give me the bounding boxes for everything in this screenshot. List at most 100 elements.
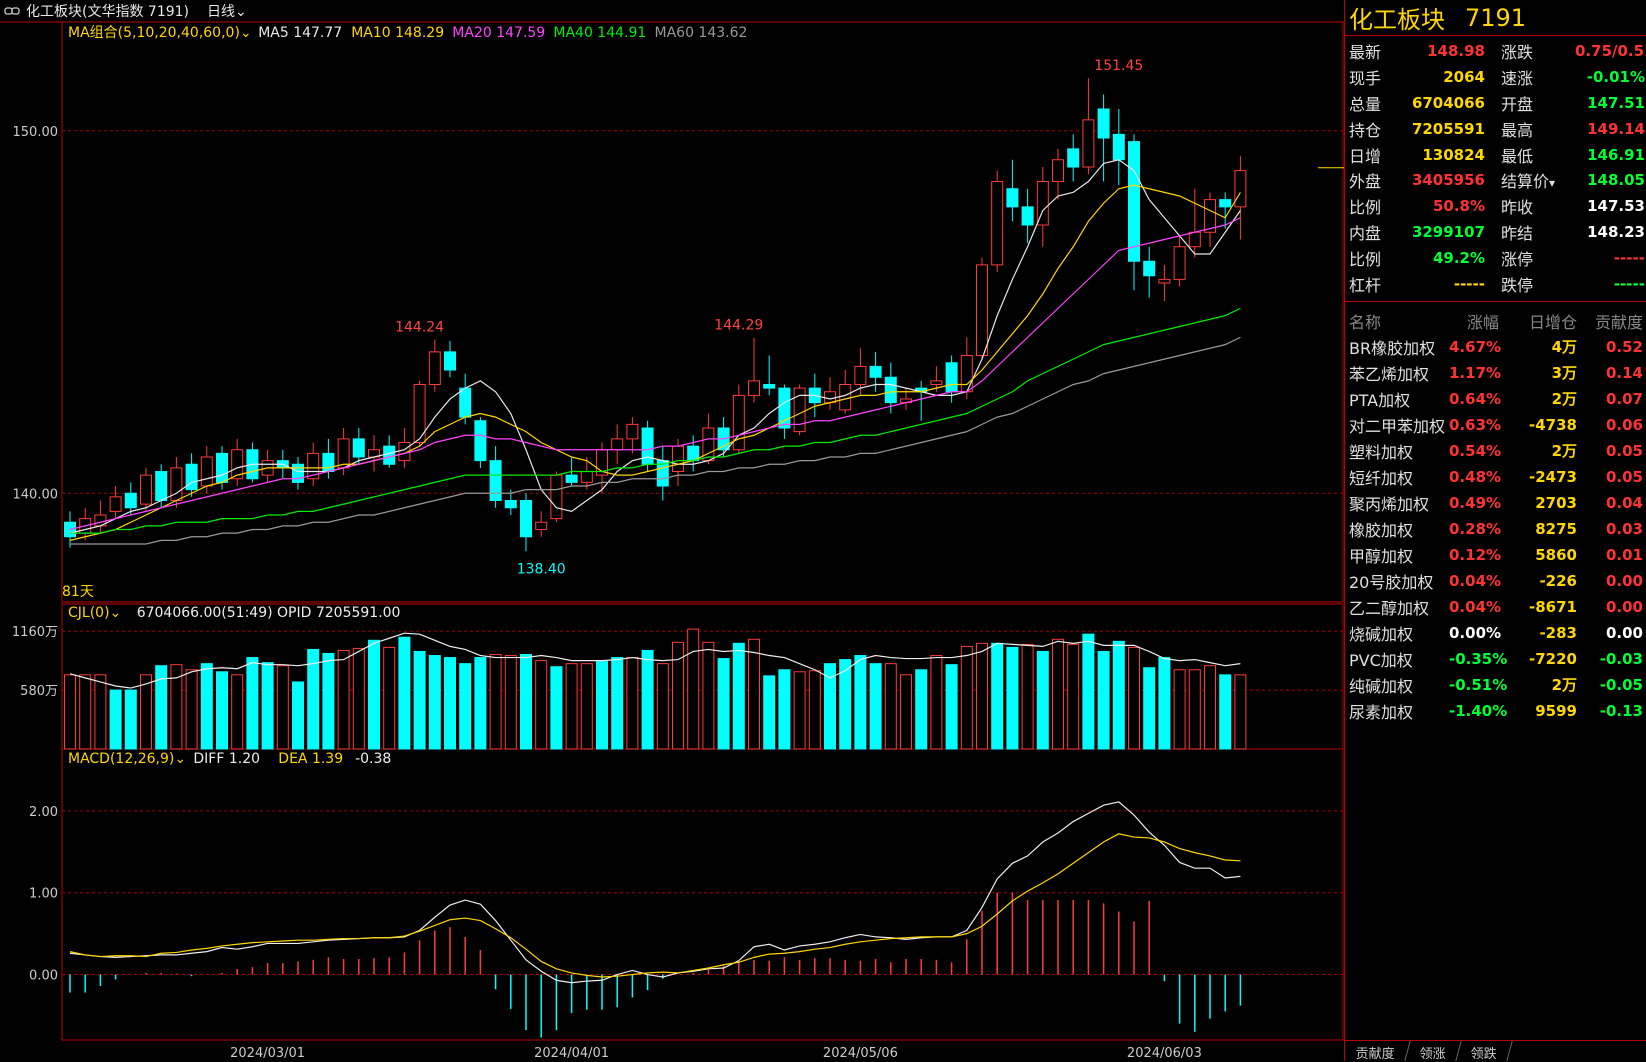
volume-bar [626, 657, 639, 750]
column-header[interactable]: 日增仓 [1528, 312, 1577, 332]
table-cell-oi: 3万 [1551, 364, 1577, 383]
quote-label: 持仓 [1349, 120, 1382, 140]
volume-bar [64, 674, 76, 750]
table-row[interactable]: PVC加权 -0.35% -7220 -0.03 [1345, 646, 1646, 672]
panel-header: 化工板块 7191 [1345, 0, 1646, 36]
ma60-line [70, 336, 1241, 545]
table-cell-name: 苯乙烯加权 [1349, 364, 1430, 384]
candle-body [185, 463, 198, 491]
candle-body [869, 365, 882, 378]
ma5-line [69, 159, 1241, 534]
macd-value: -0.38 [355, 751, 391, 767]
volume-bar [428, 655, 441, 750]
table-row[interactable]: 对二甲苯加权 0.63% -4738 0.06 [1345, 412, 1646, 438]
volume-bar [231, 674, 244, 750]
volume-bar [565, 663, 578, 750]
candle-body [976, 264, 988, 356]
instrument-title-text: 化工板块(文华指数 7191) [26, 4, 190, 20]
table-cell-chg: 0.63% [1449, 415, 1502, 434]
candle-body [1006, 188, 1019, 208]
table-cell-oi: -4738 [1529, 415, 1577, 434]
table-row[interactable]: 纯碱加权 -0.51% 2万 -0.05 [1345, 672, 1646, 698]
candle-body [383, 445, 396, 465]
quote-row: 比例 49.2% 涨停 ----- [1345, 245, 1646, 271]
table-row[interactable]: PTA加权 0.64% 2万 0.07 [1345, 386, 1646, 412]
quote-value: 148.98 [1427, 41, 1485, 60]
column-header[interactable]: 涨幅 [1466, 312, 1499, 332]
candle-body [991, 181, 1004, 266]
table-row[interactable]: 聚丙烯加权 0.49% 2703 0.04 [1345, 490, 1646, 516]
candle-body [337, 438, 350, 469]
table-row[interactable]: 短纤加权 0.48% -2473 0.05 [1345, 464, 1646, 490]
tab-2[interactable]: 领跌 [1456, 1041, 1513, 1062]
volume-bar [200, 663, 213, 750]
table-cell-contrib: 0.00 [1605, 571, 1643, 590]
table-row[interactable]: 烧碱加权 0.00% -283 0.00 [1345, 620, 1646, 646]
table-cell-contrib: 0.14 [1605, 363, 1643, 382]
column-header[interactable]: 名称 [1349, 312, 1382, 332]
table-row[interactable]: 橡胶加权 0.28% 8275 0.03 [1345, 516, 1646, 542]
price-annotation: 138.40 [517, 561, 566, 577]
macd-dea-line [69, 833, 1241, 978]
chart-header: 化工板块(文华指数 7191) 日线⌄ [0, 0, 1344, 22]
chevron-down-icon: ⌄ [235, 4, 247, 20]
period-selector[interactable]: 日线⌄ [207, 1, 247, 21]
volume-bar [717, 658, 730, 750]
price-annotation: 144.29 [714, 318, 763, 334]
volume-bar [1173, 669, 1186, 750]
table-row[interactable]: 塑料加权 0.54% 2万 0.05 [1345, 438, 1646, 464]
candle-body [839, 384, 852, 411]
quote-value: 49.2% [1432, 249, 1485, 268]
volume-bar [960, 645, 973, 750]
tab-1[interactable]: 领涨 [1405, 1041, 1462, 1062]
volume-bar [1143, 667, 1156, 750]
quote-label: 涨停 [1501, 250, 1534, 270]
candle-body [565, 474, 578, 483]
table-row[interactable]: 苯乙烯加权 1.17% 3万 0.14 [1345, 360, 1646, 386]
quote-label: 比例 [1349, 198, 1382, 218]
quote-row: 日增 130824 最低 146.91 [1345, 142, 1646, 168]
volume-bar [839, 659, 852, 750]
instrument-title[interactable]: 化工板块(文华指数 7191) [4, 1, 189, 21]
volume-bar [641, 649, 654, 750]
table-cell-oi: -2473 [1529, 467, 1577, 486]
table-cell-contrib: 0.52 [1605, 337, 1643, 356]
panel-tabs: 贡献度 领涨 领跌 [1341, 1040, 1646, 1062]
volume-bar [1158, 657, 1171, 750]
price-tick-label: 150.00 [13, 125, 59, 140]
tab-label: 贡献度 [1355, 1047, 1395, 1062]
quote-label: 昨结 [1501, 224, 1534, 244]
quote-label: 外盘 [1349, 172, 1382, 192]
quote-row: 比例 50.8% 昨收 147.53 [1345, 193, 1646, 219]
candle-body [580, 471, 593, 483]
volume-bar [991, 642, 1004, 750]
candle-body [1204, 199, 1216, 233]
candle-body [960, 355, 973, 393]
candle-body [124, 492, 137, 509]
tab-0[interactable]: 贡献度 [1341, 1041, 1411, 1062]
table-row[interactable]: 20号胶加权 0.04% -226 0.00 [1345, 568, 1646, 594]
macd-diff-value: DIFF 1.20 [193, 751, 260, 767]
table-row[interactable]: 甲醇加权 0.12% 5860 0.01 [1345, 542, 1646, 568]
volume-legend-label: CJL(0)⌄ [68, 605, 121, 621]
days-label: 81天 [62, 584, 94, 600]
table-row[interactable]: BR橡胶加权 4.67% 4万 0.52 [1345, 334, 1646, 360]
table-row[interactable]: 乙二醇加权 0.04% -8671 0.00 [1345, 594, 1646, 620]
table-row[interactable]: 尿素加权 -1.40% 9599 -0.13 [1345, 698, 1646, 724]
candle-body [884, 376, 897, 404]
candle-body [489, 460, 502, 501]
ma-legend-item: MA10 148.29 [351, 25, 444, 41]
volume-bar [580, 663, 593, 750]
table-cell-name: 尿素加权 [1349, 702, 1414, 722]
column-header[interactable]: 贡献度 [1594, 312, 1643, 332]
candle-body [307, 452, 320, 480]
x-axis-date-label: 2024/03/01 [230, 1046, 305, 1061]
volume-bar [930, 655, 943, 750]
candle-body [1036, 181, 1049, 226]
panel-frame [61, 748, 1344, 1041]
table-cell-oi: -283 [1539, 623, 1577, 642]
chart-area[interactable]: 150.00 140.00 1160万 580万 2.00 1.00 0.00 144.24 1… [0, 0, 1344, 1061]
caret-down-icon[interactable]: ▾ [1549, 176, 1556, 191]
candle-body [155, 471, 168, 501]
table-cell-chg: -1.40% [1449, 701, 1508, 720]
